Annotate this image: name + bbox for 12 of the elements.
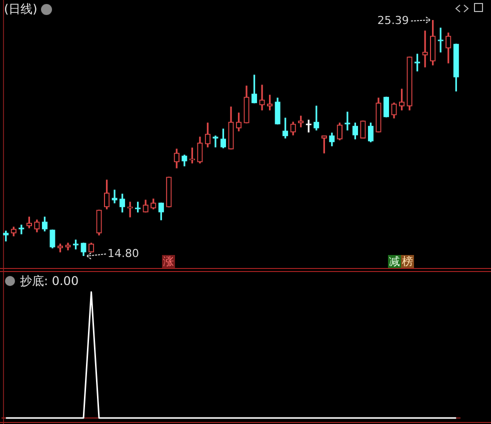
candlestick [344,112,350,130]
candlestick [259,84,265,110]
annotation: 减 [388,255,401,268]
annotation: 榜 [401,255,414,268]
candlestick [422,30,428,68]
chart-title: (日线) [4,1,38,18]
annotation: 25.39 [377,14,409,27]
annotation: 14.80 [108,246,140,260]
candlestick [212,136,218,148]
annotation: 涨 [162,255,175,268]
candlestick [112,190,118,204]
chart-title: 抄底: 0.00 [20,273,79,290]
